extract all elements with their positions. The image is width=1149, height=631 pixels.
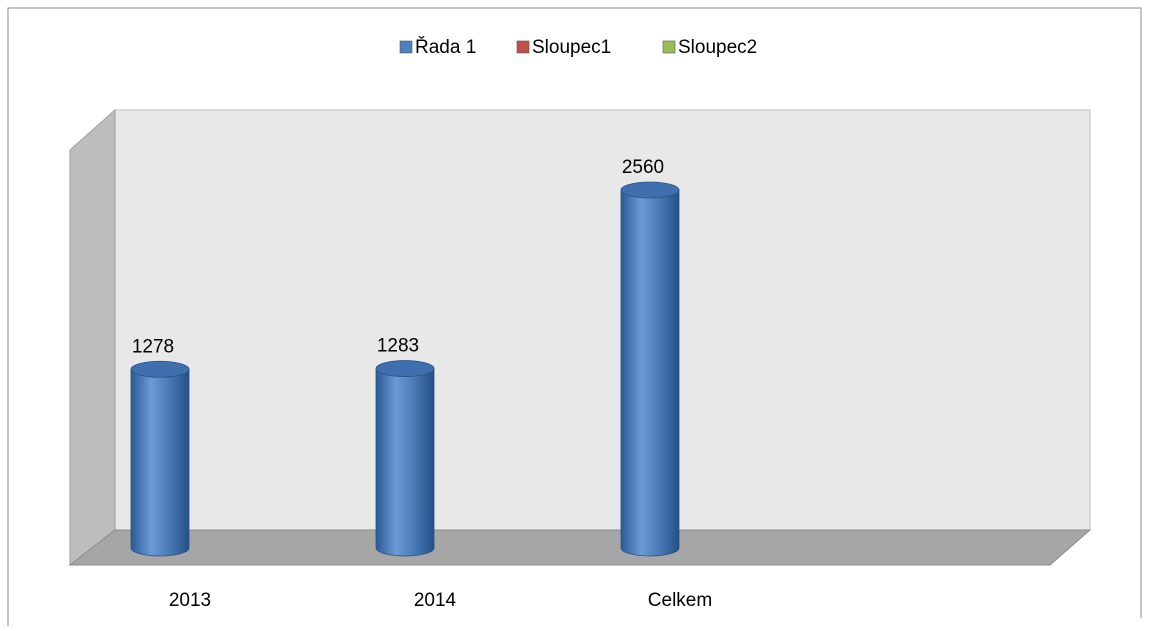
floor <box>68 529 1092 566</box>
data-label: 2560 <box>622 157 664 178</box>
side-wall <box>69 108 116 567</box>
x-tick-label: Celkem <box>648 590 712 611</box>
cylinder <box>375 368 435 557</box>
x-tick-label: 2013 <box>169 590 211 611</box>
legend-label: Řada 1 <box>415 36 476 58</box>
cylinder <box>620 189 680 557</box>
cylinder-top <box>620 181 680 199</box>
legend-swatch <box>662 40 676 54</box>
x-tick-label: 2014 <box>414 590 457 611</box>
legend-label: Sloupec2 <box>678 37 757 58</box>
cylinder <box>130 368 190 557</box>
data-label: 1283 <box>377 336 419 357</box>
data-label: 1278 <box>132 336 174 357</box>
cylinder-top <box>375 360 435 377</box>
legend-label: Sloupec1 <box>532 37 611 58</box>
chart-border <box>7 7 1142 626</box>
cylinder-top <box>130 360 190 378</box>
legend-swatch <box>516 40 530 54</box>
back-wall <box>114 109 1091 531</box>
legend-swatch <box>399 40 413 54</box>
